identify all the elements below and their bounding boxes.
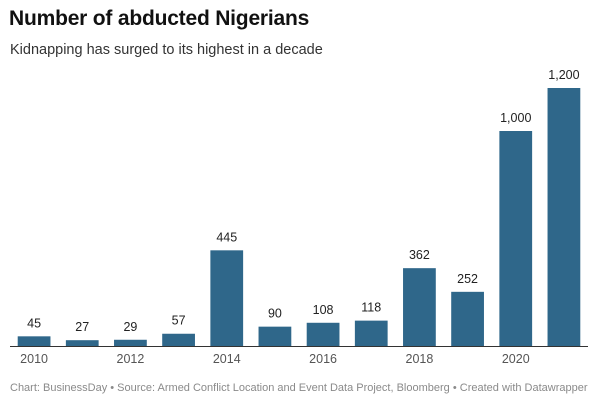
data-label-2012: 29 — [123, 320, 137, 334]
bar-2012 — [114, 339, 147, 346]
data-label-2015: 90 — [268, 307, 282, 321]
data-label-2010: 45 — [27, 316, 41, 330]
bar-2015 — [258, 326, 292, 346]
bar-2014 — [210, 250, 244, 346]
bar-2020 — [499, 131, 533, 346]
bar-2017 — [354, 320, 388, 346]
x-tick-labels-group: 2010 2012 2014 2016 2018 2020 — [20, 352, 530, 366]
x-tick-2020: 2020 — [502, 352, 530, 366]
data-label-2017: 118 — [361, 301, 381, 315]
x-tick-2016: 2016 — [309, 352, 337, 366]
data-labels-group: 45 27 29 57 445 90 108 118 362 252 1,000 1,200 — [27, 68, 579, 334]
bar-2021 — [547, 88, 581, 346]
bar-2010 — [17, 336, 51, 346]
x-tick-2018: 2018 — [406, 352, 434, 366]
data-label-2018: 362 — [409, 248, 430, 262]
chart-subtitle: Kidnapping has surged to its highest in … — [10, 42, 323, 58]
chart-title: Number of abducted Nigerians — [9, 7, 310, 30]
bar-2011 — [65, 340, 99, 346]
data-label-2020: 1,000 — [500, 111, 531, 125]
data-label-2013: 57 — [172, 314, 186, 328]
bars-group — [17, 88, 581, 346]
chart-footer: Chart: BusinessDay • Source: Armed Confl… — [10, 382, 588, 394]
bar-2019 — [451, 291, 484, 346]
x-tick-2010: 2010 — [20, 352, 48, 366]
bar-2013 — [162, 333, 195, 346]
data-label-2011: 27 — [75, 320, 89, 334]
data-label-2016: 108 — [313, 303, 334, 317]
bar-2016 — [306, 322, 340, 346]
x-tick-2012: 2012 — [117, 352, 145, 366]
data-label-2019: 252 — [457, 272, 478, 286]
x-tick-2014: 2014 — [213, 352, 241, 366]
data-label-2014: 445 — [216, 230, 237, 244]
data-label-2021: 1,200 — [548, 68, 579, 82]
bar-2018 — [403, 268, 436, 346]
